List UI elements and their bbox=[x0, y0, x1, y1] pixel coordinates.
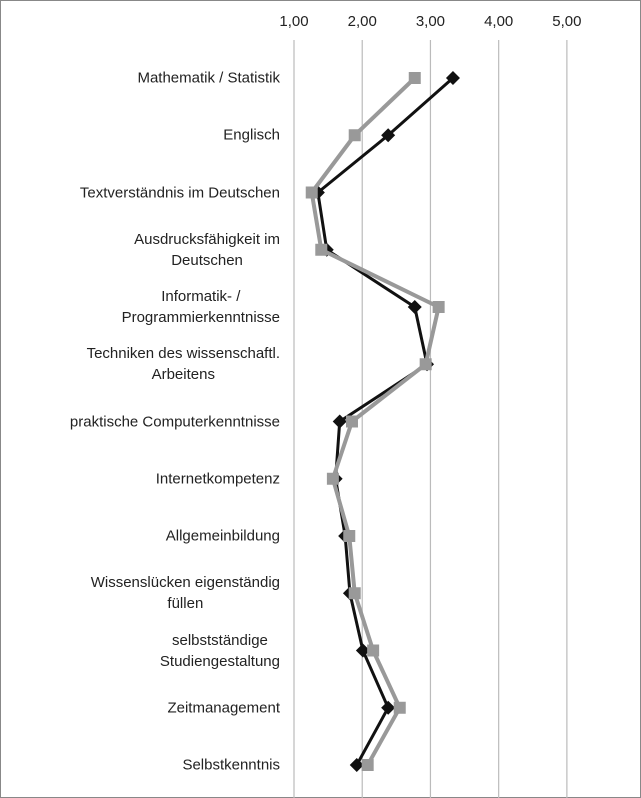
category-label: Ausdrucksfähigkeit im Deutschen bbox=[134, 230, 280, 269]
marker bbox=[381, 700, 396, 715]
category-label: praktische Computerkenntnisse bbox=[69, 413, 280, 430]
marker bbox=[432, 301, 445, 313]
category-label: Internetkompetenz bbox=[155, 470, 280, 488]
marker bbox=[345, 415, 358, 428]
marker bbox=[408, 72, 421, 84]
marker bbox=[305, 186, 318, 199]
marker bbox=[419, 358, 432, 371]
marker bbox=[348, 129, 361, 142]
x-tick-label: 5,00 bbox=[552, 13, 581, 30]
category-label: Textverständnis im Deutschen bbox=[79, 184, 280, 201]
marker bbox=[355, 643, 370, 658]
x-tick-label: 1,00 bbox=[279, 13, 308, 30]
x-tick-label: 4,00 bbox=[484, 13, 513, 30]
category-label: selbstständige Studiengestaltung bbox=[159, 631, 280, 670]
x-tick-label: 2,00 bbox=[348, 13, 377, 30]
marker bbox=[349, 758, 364, 772]
category-label: Zeitmanagement bbox=[167, 699, 280, 717]
marker bbox=[315, 243, 328, 256]
marker bbox=[381, 128, 396, 143]
category-label: Allgemeinbildung bbox=[165, 527, 280, 545]
marker bbox=[445, 71, 460, 85]
marker bbox=[367, 644, 380, 657]
category-label: Mathematik / Statistik bbox=[137, 69, 280, 87]
x-tick-label: 3,00 bbox=[416, 13, 445, 30]
marker bbox=[407, 300, 422, 314]
category-label: Informatik- / Programmierkenntnisse bbox=[121, 288, 280, 326]
marker bbox=[332, 414, 347, 429]
category-label: Englisch bbox=[223, 126, 280, 144]
category-label: Techniken des wissenschaftl. Arbeitens bbox=[86, 345, 280, 384]
marker bbox=[393, 701, 406, 714]
category-label: Wissenslücken eigenständig füllen bbox=[90, 574, 280, 613]
marker bbox=[361, 759, 374, 771]
marker bbox=[348, 587, 361, 600]
marker bbox=[343, 530, 356, 542]
marker bbox=[326, 472, 339, 485]
category-label: Selbstkenntnis bbox=[182, 756, 280, 774]
